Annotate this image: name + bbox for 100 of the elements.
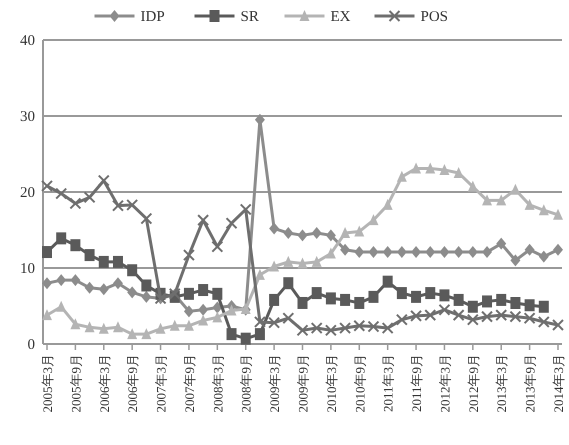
- point: [98, 322, 109, 334]
- point: [42, 277, 52, 290]
- point: [510, 184, 520, 195]
- point: [254, 316, 266, 328]
- point: [112, 277, 123, 290]
- point: [184, 305, 194, 318]
- x-tick-label: 2008年3月: [210, 354, 226, 412]
- point: [509, 310, 522, 323]
- legend-label: IDP: [140, 9, 165, 25]
- point: [425, 287, 436, 300]
- point: [141, 279, 152, 292]
- point: [452, 309, 465, 322]
- point: [410, 310, 422, 322]
- point: [468, 300, 478, 313]
- point: [41, 180, 53, 192]
- point: [55, 188, 68, 200]
- point: [354, 226, 364, 237]
- point: [56, 274, 66, 286]
- point: [283, 256, 294, 267]
- point: [411, 290, 422, 303]
- point: [340, 244, 350, 256]
- point: [424, 309, 436, 322]
- point: [298, 296, 308, 309]
- point: [552, 319, 564, 331]
- point: [282, 312, 294, 324]
- x-tick-label: 2008年9月: [238, 354, 254, 412]
- point: [283, 227, 294, 240]
- point: [140, 212, 152, 225]
- x-tick-label: 2011年9月: [409, 354, 424, 412]
- y-tick-label: 10: [20, 261, 35, 277]
- point: [439, 164, 450, 175]
- y-tick-label: 20: [20, 185, 35, 201]
- point: [56, 232, 66, 244]
- point: [298, 257, 308, 268]
- point: [396, 170, 407, 182]
- point: [538, 250, 549, 263]
- point: [438, 304, 450, 316]
- point: [382, 276, 393, 288]
- point: [326, 248, 336, 259]
- point: [126, 198, 138, 211]
- point: [326, 229, 336, 242]
- point: [70, 318, 80, 330]
- point: [324, 324, 337, 336]
- point: [212, 288, 222, 300]
- point: [127, 264, 138, 276]
- point: [495, 309, 508, 322]
- point: [396, 314, 408, 326]
- point: [553, 208, 563, 220]
- x-tick-label: 2013年9月: [522, 354, 538, 412]
- point: [184, 320, 194, 331]
- x-tick-label: 2009年3月: [267, 354, 282, 412]
- point: [226, 217, 238, 230]
- point: [468, 180, 478, 192]
- x-tick-label: 2010年3月: [324, 354, 339, 412]
- point: [240, 203, 252, 216]
- x-tick-label: 2009年9月: [296, 354, 310, 412]
- point: [240, 332, 251, 345]
- x-tick-label: 2013年3月: [494, 354, 510, 412]
- point: [425, 162, 436, 174]
- x-tick-label: 2007年3月: [154, 354, 169, 412]
- point: [340, 294, 350, 306]
- x-tick-label: 2012年3月: [437, 354, 452, 412]
- point: [298, 229, 308, 242]
- point: [482, 295, 492, 308]
- point: [42, 309, 52, 320]
- point: [466, 314, 479, 326]
- point: [510, 254, 520, 266]
- y-tick-label: 30: [20, 109, 35, 125]
- point: [70, 239, 80, 252]
- point: [312, 256, 322, 267]
- point: [141, 328, 152, 340]
- point: [538, 300, 549, 313]
- x-tick-label: 2005年9月: [68, 354, 84, 412]
- point: [269, 260, 280, 272]
- point: [454, 294, 464, 306]
- point: [312, 287, 322, 300]
- point: [553, 244, 563, 256]
- x-tick-label: 2006年9月: [125, 354, 140, 412]
- point: [84, 249, 95, 262]
- legend-label: POS: [420, 9, 448, 25]
- point: [382, 322, 394, 334]
- point: [98, 174, 110, 187]
- point: [439, 246, 450, 258]
- point: [127, 286, 138, 298]
- point: [396, 246, 407, 258]
- point: [254, 328, 265, 340]
- point: [368, 246, 378, 258]
- point: [353, 320, 366, 332]
- point: [524, 299, 535, 312]
- point: [156, 322, 166, 334]
- point: [482, 194, 492, 206]
- point: [496, 238, 506, 250]
- point: [496, 194, 506, 206]
- point: [184, 288, 194, 300]
- point: [310, 322, 323, 334]
- point: [269, 294, 280, 306]
- point: [340, 227, 350, 238]
- point: [182, 249, 195, 262]
- point: [226, 328, 237, 340]
- point: [454, 246, 464, 258]
